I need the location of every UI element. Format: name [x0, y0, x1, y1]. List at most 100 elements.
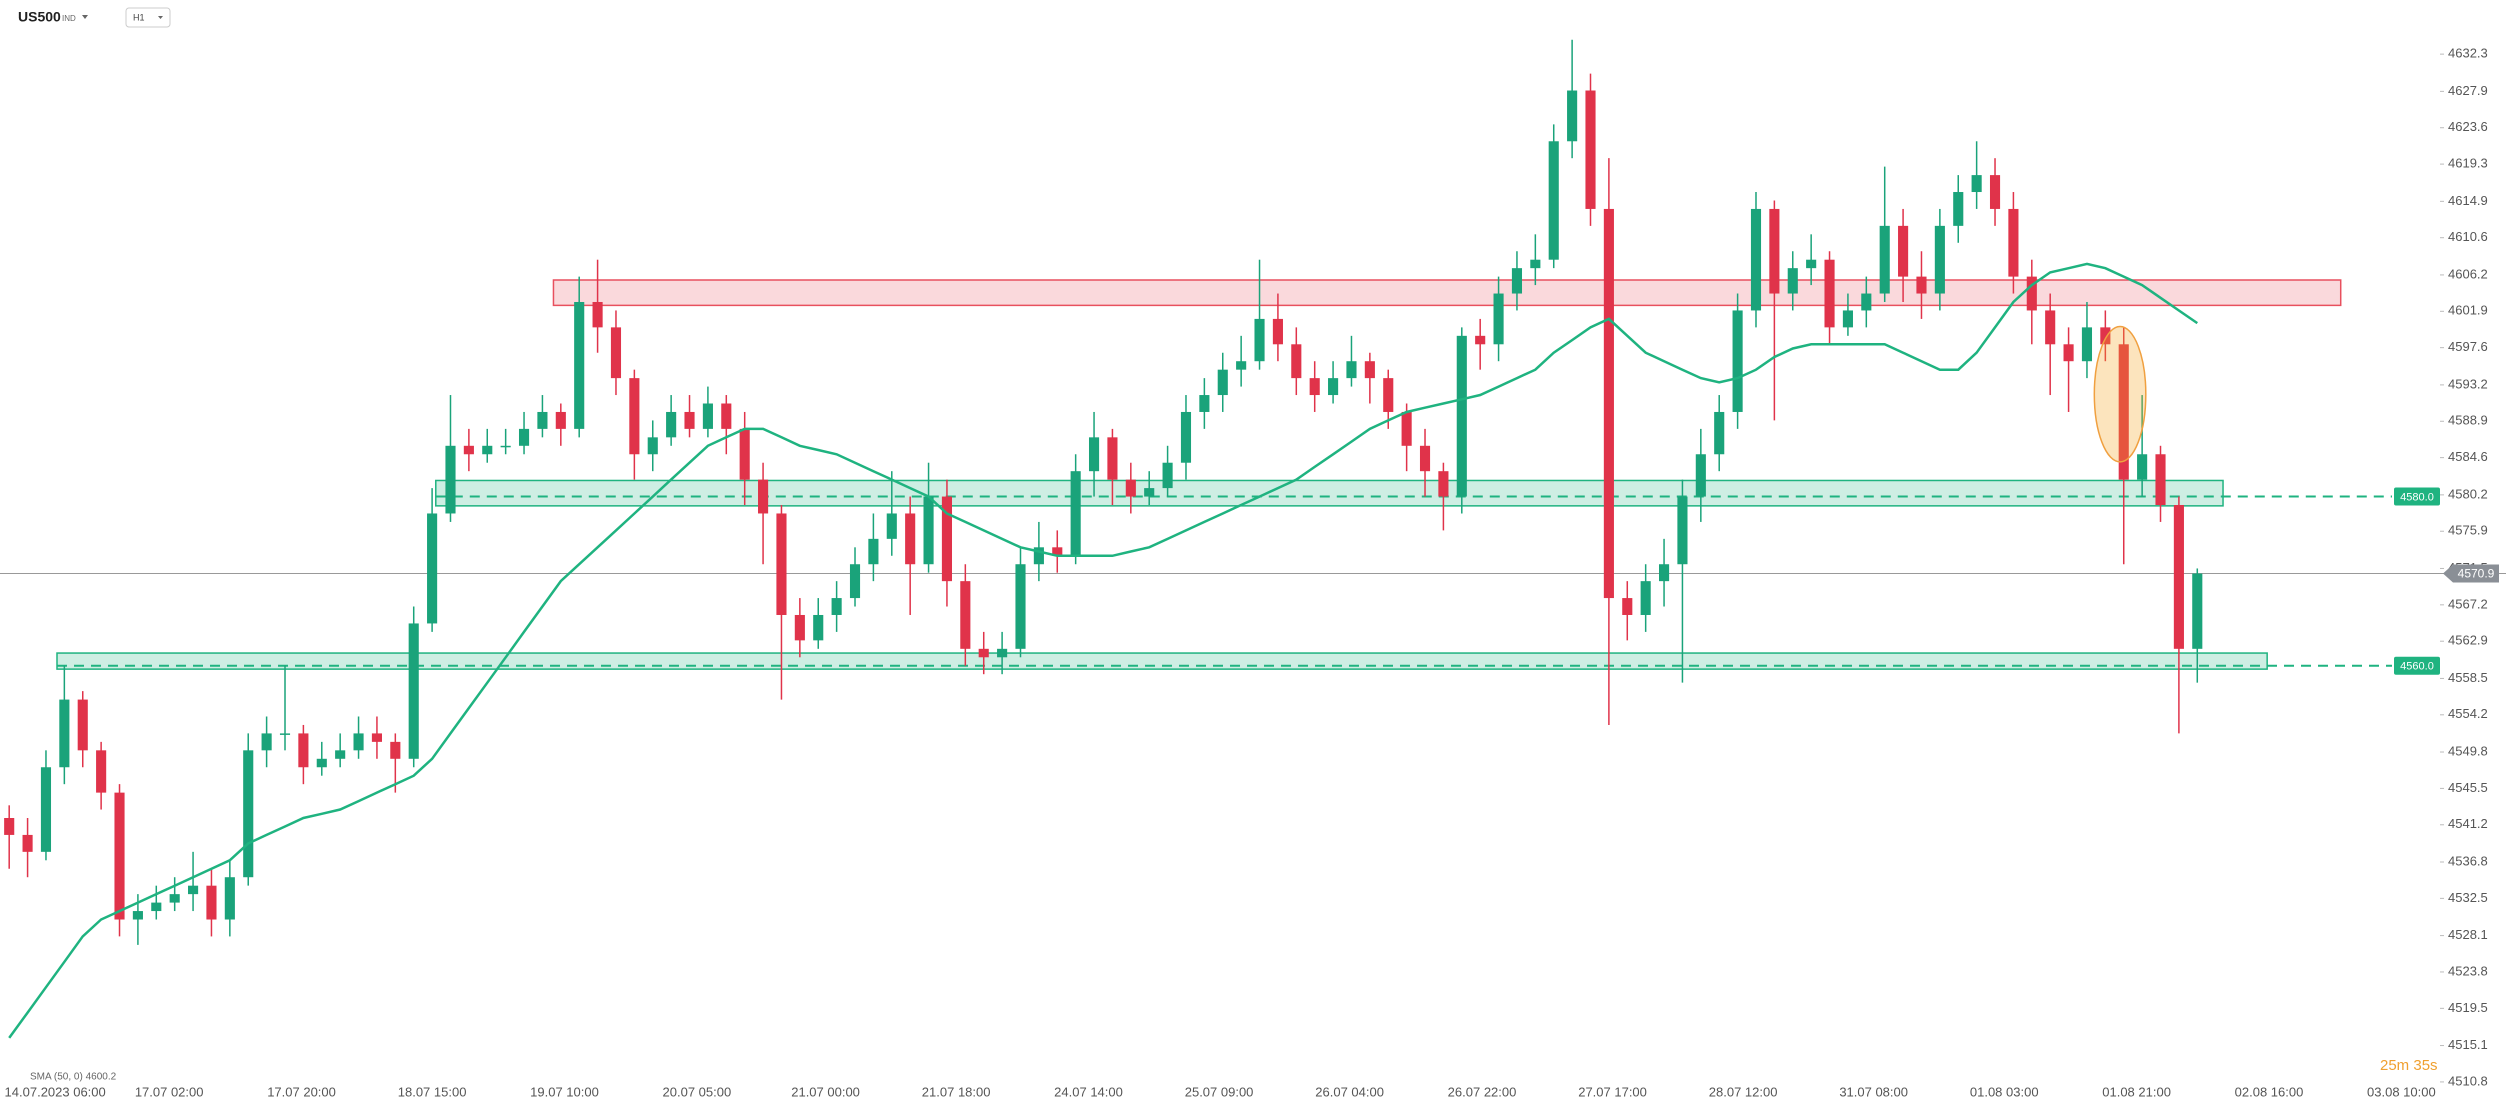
candle-body	[1162, 462, 1173, 489]
x-tick-label: 26.07 04:00	[1315, 1084, 1384, 1099]
candle-body	[279, 733, 291, 735]
timeframe-dropdown[interactable]	[158, 16, 163, 19]
candle-body	[335, 750, 346, 759]
candle-body	[188, 885, 199, 895]
candle-body	[1272, 318, 1283, 345]
candle-body	[555, 411, 566, 429]
candle-body	[1879, 225, 1890, 294]
symbol-dropdown[interactable]	[82, 15, 88, 19]
candle-body	[1806, 259, 1817, 269]
candle-body	[1603, 208, 1614, 599]
sma-line	[8, 262, 2199, 1039]
candle-body	[1567, 90, 1578, 142]
candle-body	[390, 741, 401, 759]
candle-body	[1088, 437, 1100, 472]
x-tick-label: 17.07 20:00	[267, 1084, 336, 1099]
x-tick-label: 03.08 10:00	[2367, 1084, 2436, 1099]
x-tick-label: 31.07 08:00	[1839, 1084, 1908, 1099]
candle-body	[2173, 505, 2184, 649]
x-tick-label: 20.07 05:00	[663, 1084, 732, 1099]
candle-body	[1070, 471, 1081, 556]
candle-body	[2155, 454, 2166, 506]
candle-body	[1015, 564, 1026, 649]
candle-body	[2100, 327, 2111, 345]
y-tick-label: 4554.2	[2448, 706, 2488, 721]
symbol[interactable]: US500	[18, 9, 61, 25]
candle-body	[647, 437, 658, 455]
timeframe-box[interactable]	[125, 7, 171, 28]
candle-body	[1309, 378, 1320, 396]
candle-body	[1419, 445, 1431, 472]
candle-body	[96, 750, 107, 793]
candle-body	[978, 648, 989, 658]
candle-body	[1328, 378, 1339, 396]
candle-body	[371, 733, 382, 742]
candle-body	[4, 818, 15, 835]
candle-body	[298, 733, 309, 768]
candle-body	[1824, 259, 1835, 328]
y-tick-label: 4575.9	[2448, 523, 2488, 538]
candle-body	[1383, 378, 1394, 412]
candle-body	[886, 513, 897, 539]
timeframe[interactable]: H1	[133, 12, 145, 22]
candle-body	[702, 403, 713, 429]
candle-body	[224, 877, 235, 920]
candle-body	[849, 564, 861, 599]
candle-body	[739, 428, 750, 480]
y-tick-label: 4523.8	[2448, 963, 2488, 978]
level-tag	[2394, 656, 2440, 675]
candle-body	[1438, 471, 1449, 497]
y-tick-label: 4627.9	[2448, 83, 2488, 98]
candle-body	[22, 834, 33, 852]
candle-body	[243, 750, 254, 878]
candle-body	[629, 378, 640, 455]
y-tick-label: 4623.6	[2448, 119, 2488, 134]
candle-body	[151, 902, 162, 912]
candle-body	[1971, 175, 1982, 193]
candle-body	[1493, 293, 1504, 345]
zone	[552, 279, 2342, 307]
candle-body	[1346, 361, 1357, 379]
candle-body	[2137, 454, 2148, 480]
y-tick-label: 4541.2	[2448, 816, 2488, 831]
candle-body	[610, 327, 622, 379]
candle-body	[2081, 327, 2093, 362]
candle-body	[1456, 335, 1467, 497]
last-price-label: 4570.9	[2458, 567, 2495, 581]
y-tick-label: 4515.1	[2448, 1037, 2488, 1052]
candle-body	[1401, 411, 1412, 446]
candle-body	[1033, 547, 1044, 565]
candle-body	[1989, 175, 2001, 209]
y-tick-label: 4593.2	[2448, 376, 2488, 391]
candle-body	[1769, 208, 1780, 294]
y-tick-label: 4549.8	[2448, 743, 2488, 758]
x-tick-label: 18.07 15:00	[398, 1084, 467, 1099]
candle-body	[1548, 141, 1559, 260]
level-label: 4560.0	[2400, 661, 2434, 673]
candle-body	[77, 699, 88, 751]
y-tick-label: 4510.8	[2448, 1073, 2488, 1088]
candle-body	[1052, 547, 1063, 556]
candle-body	[1934, 225, 1945, 294]
candle-body	[1842, 310, 1853, 328]
x-tick-label: 21.07 00:00	[791, 1084, 860, 1099]
y-tick-label: 4619.3	[2448, 156, 2488, 171]
candle-body	[1144, 488, 1155, 497]
candle-body	[1750, 208, 1762, 311]
candle-body	[2008, 208, 2019, 277]
candle-body	[518, 428, 530, 446]
x-tick-label: 01.08 21:00	[2102, 1084, 2171, 1099]
candle-body	[1291, 344, 1302, 379]
x-tick-label: 01.08 03:00	[1970, 1084, 2039, 1099]
candle-body	[592, 301, 603, 328]
candle-body	[758, 479, 769, 514]
candle-body	[132, 911, 143, 920]
zone	[435, 479, 2224, 507]
y-tick-label: 4632.3	[2448, 46, 2488, 61]
market: IND	[62, 14, 76, 23]
candle-body	[427, 513, 438, 624]
y-tick-label: 4614.9	[2448, 193, 2488, 208]
y-tick-label: 4580.2	[2448, 486, 2488, 501]
